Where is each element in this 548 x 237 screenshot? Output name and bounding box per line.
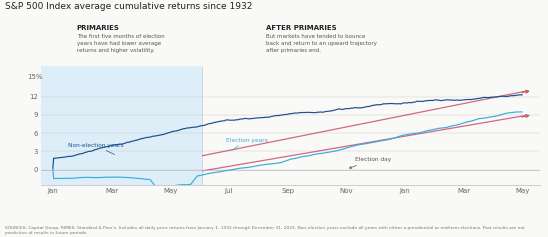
Text: Election years: Election years [226, 138, 267, 150]
Text: Non-election years: Non-election years [67, 143, 123, 155]
Text: The first five months of election
years have had lower average
returns and highe: The first five months of election years … [77, 34, 164, 53]
Bar [41, 66, 202, 185]
Text: S&P 500 Index average cumulative returns since 1932: S&P 500 Index average cumulative returns… [5, 2, 253, 11]
Text: PRIMARIES: PRIMARIES [77, 25, 119, 31]
Text: But markets have tended to bounce
back and return to an upward trajectory
after : But markets have tended to bounce back a… [266, 34, 376, 53]
Text: 15%: 15% [27, 74, 42, 80]
Text: AFTER PRIMARIES: AFTER PRIMARIES [266, 25, 336, 31]
Text: Election day: Election day [350, 157, 391, 168]
Text: SOURCES: Capital Group, RIMES, Standard & Poor's. Includes all daily price retur: SOURCES: Capital Group, RIMES, Standard … [5, 226, 525, 235]
